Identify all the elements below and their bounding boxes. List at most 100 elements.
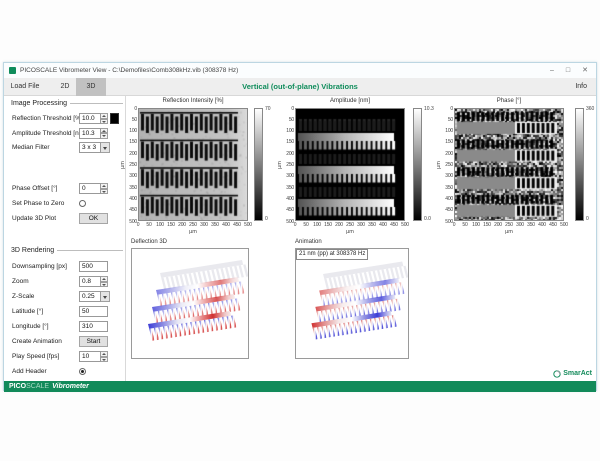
footer-bar: PICOSCALE Vibrometer <box>4 381 596 392</box>
info-button[interactable]: Info <box>575 78 587 96</box>
comb-row-shape <box>374 302 379 314</box>
comb-row-shape <box>184 274 189 286</box>
comb-row-shape <box>382 285 387 297</box>
y-tick-label: 300 <box>283 173 294 179</box>
comb-row-shape <box>239 265 244 277</box>
comb-row-shape <box>378 301 383 313</box>
amplitude-threshold-nm-value[interactable]: 10.3 <box>79 128 101 139</box>
comb-row-shape <box>321 326 326 338</box>
deflection-3d-view[interactable] <box>131 248 249 359</box>
window-controls: – □ ✕ <box>550 63 588 78</box>
reflection-threshold-spin-down-icon[interactable] <box>101 119 108 125</box>
comb-row-shape <box>352 306 357 318</box>
latitude-value[interactable]: 50 <box>79 306 108 317</box>
downsampling-px-value[interactable]: 500 <box>79 261 108 272</box>
brand-pico: PICO <box>9 383 26 390</box>
close-icon[interactable]: ✕ <box>582 63 588 78</box>
y-tick-label: 200 <box>126 151 137 157</box>
y-tick-label: 150 <box>442 139 453 145</box>
comb-row-shape <box>383 316 388 328</box>
comb-row-shape <box>212 286 217 298</box>
amplitude-threshold-nm-label: Amplitude Threshold [nm] <box>12 128 86 139</box>
play-speed-fps-label: Play Speed [fps] <box>12 351 59 362</box>
y-tick-label: 350 <box>283 185 294 191</box>
comb-row-shape <box>399 266 404 278</box>
deflection-3d-render <box>132 249 248 358</box>
section-title: Image Processing <box>11 100 67 107</box>
brand-text: PICOSCALE Vibrometer <box>9 381 89 392</box>
comb-row-shape <box>220 268 225 280</box>
smaract-swirl-icon <box>553 370 561 378</box>
comb-row-shape <box>180 291 185 303</box>
phase-offset-spin-down-icon[interactable] <box>101 189 108 195</box>
play-speed-fps-value[interactable]: 10 <box>79 351 101 362</box>
reflection-threshold-value[interactable]: 10.0 <box>79 113 101 124</box>
field-row-downsampling-px: Downsampling [px] 500 <box>11 261 123 273</box>
brand-vibrometer: Vibrometer <box>52 383 89 390</box>
update-3d-plot-button[interactable]: OK <box>79 213 108 224</box>
median-filter-dropdown-arrow-icon[interactable] <box>101 142 110 153</box>
create-animation-button[interactable]: Start <box>79 336 108 347</box>
comb-row-shape <box>218 318 223 330</box>
app-icon <box>9 67 16 74</box>
minimize-icon[interactable]: – <box>550 63 554 78</box>
comb-row-shape <box>342 291 347 303</box>
comb-row-shape <box>360 304 365 316</box>
add-header-control <box>79 366 86 375</box>
amplitude-threshold-nm-spin-down-icon[interactable] <box>101 133 108 139</box>
comb-row-shape <box>167 326 172 338</box>
phase-heatmap-image <box>455 109 563 220</box>
comb-row-shape <box>221 284 226 296</box>
field-row-z-scale: Z-Scale 0.25 <box>11 291 123 303</box>
set-phase-to-zero-radio[interactable] <box>79 200 86 207</box>
comb-row-shape <box>213 318 218 330</box>
field-row-update-3d-plot: Update 3D Plot OK <box>11 213 123 225</box>
zoom-label: Zoom <box>12 276 29 287</box>
comb-row-shape <box>355 273 360 285</box>
comb-row-shape <box>189 273 194 285</box>
add-header-radio[interactable] <box>79 368 86 375</box>
play-speed-fps-spin-down-icon[interactable] <box>101 357 108 363</box>
comb-row-shape <box>231 315 236 327</box>
phase-offset-control: 0 <box>79 183 108 194</box>
y-tick-label: 250 <box>126 162 137 168</box>
phase-offset-value[interactable]: 0 <box>79 183 101 194</box>
comb-row-shape <box>222 317 227 329</box>
median-filter-value[interactable]: 3 x 3 <box>79 142 101 153</box>
zoom-spin-down-icon[interactable] <box>101 282 108 288</box>
amplitude-heatmap-image <box>296 109 404 220</box>
comb-row-shape <box>158 311 163 323</box>
longitude-value[interactable]: 310 <box>79 321 108 332</box>
z-scale-dropdown-arrow-icon[interactable] <box>101 291 110 302</box>
reflection-threshold-control: 10.0 <box>79 113 119 124</box>
comb-row-shape <box>157 294 162 306</box>
comb-row-shape <box>391 299 396 311</box>
comb-row-shape <box>338 292 343 304</box>
window-title: PICOSCALE Vibrometer View - C:\Demofiles… <box>20 63 238 78</box>
title-bar[interactable]: PICOSCALE Vibrometer View - C:\Demofiles… <box>4 63 596 78</box>
add-header-label: Add Header <box>12 366 47 377</box>
comb-row-shape <box>199 304 204 316</box>
z-scale-value[interactable]: 0.25 <box>79 291 101 302</box>
comb-row-shape <box>365 304 370 316</box>
comb-row-shape <box>369 303 374 315</box>
zoom-value[interactable]: 0.8 <box>79 276 101 287</box>
y-tick-label: 300 <box>126 173 137 179</box>
comb-row-shape <box>357 321 362 333</box>
reflection-threshold-color-swatch[interactable] <box>110 113 119 124</box>
maximize-icon[interactable]: □ <box>566 63 570 78</box>
smaract-logo-text: SmarAct <box>563 370 592 377</box>
comb-row-shape <box>316 311 321 323</box>
comb-row-shape <box>379 317 384 329</box>
comb-row-shape <box>227 316 232 328</box>
animation-view[interactable] <box>295 248 409 359</box>
field-row-amplitude-threshold-nm: Amplitude Threshold [nm] 10.3 <box>11 128 123 140</box>
y-tick-label: 50 <box>126 117 137 123</box>
comb-row-shape <box>190 322 195 334</box>
comb-row-shape <box>337 276 342 288</box>
create-animation-label: Create Animation <box>12 336 62 347</box>
y-tick-label: 0 <box>283 106 294 112</box>
smaract-logo: SmarAct <box>553 368 592 379</box>
comb-row-shape <box>352 321 357 333</box>
comb-row-shape <box>370 318 375 330</box>
